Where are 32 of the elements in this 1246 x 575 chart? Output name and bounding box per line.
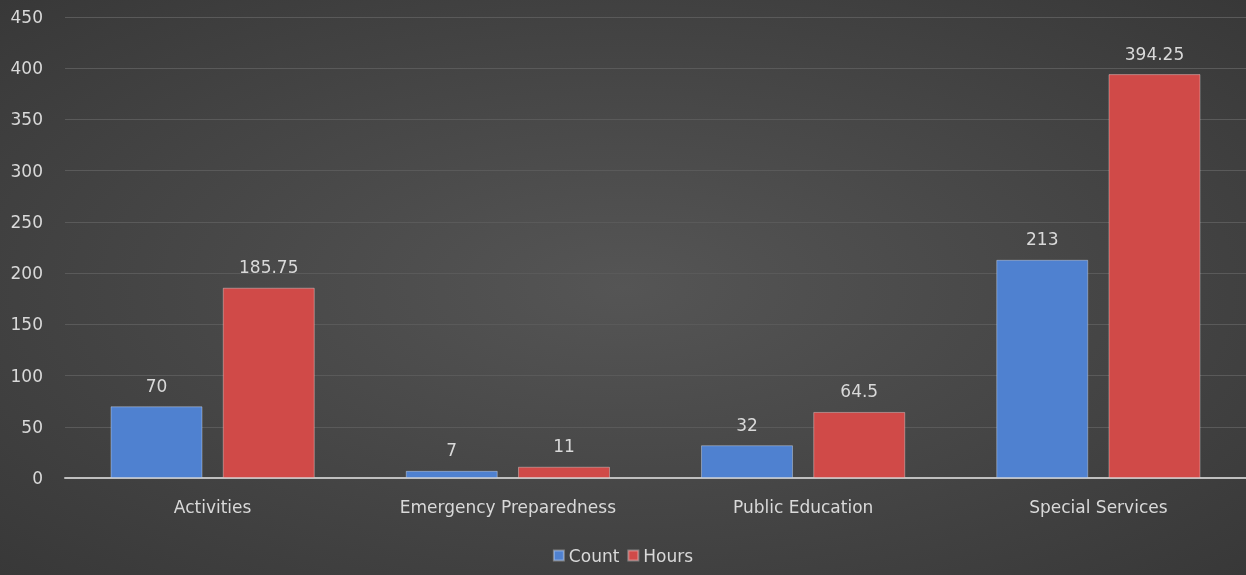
legend-label: Hours [643,545,694,566]
bar [518,466,610,478]
x-tick-label: Special Services [1029,496,1168,517]
y-tick-label: 150 [10,314,43,335]
bar [996,259,1089,478]
y-tick-label: 100 [10,365,43,386]
x-tick-label: Emergency Preparedness [399,496,617,517]
y-tick-label: 0 [32,468,43,488]
y-tick-label: 200 [10,263,43,284]
bar [1108,74,1201,478]
data-label: 394.25 [1124,43,1185,64]
x-tick-label: Public Education [732,496,874,517]
data-label: 7 [446,440,458,461]
data-label: 11 [553,436,575,457]
y-tick-label: 250 [10,211,43,232]
data-label: 32 [736,414,758,435]
bar [222,287,315,478]
legend-label: Count [568,545,620,566]
bar [701,445,794,478]
data-label: 185.75 [239,257,299,278]
x-tick-label: Activities [173,496,252,517]
bar [110,406,203,478]
y-tick-label: 450 [10,7,43,27]
y-tick-label: 50 [21,416,43,437]
y-tick-label: 300 [10,160,43,181]
data-label: 213 [1026,229,1059,250]
data-label: 64.5 [840,381,879,402]
data-label: 70 [145,375,168,396]
y-tick-label: 350 [10,109,43,130]
bar [405,470,498,478]
y-tick-label: 400 [10,58,43,79]
bar [813,411,906,478]
